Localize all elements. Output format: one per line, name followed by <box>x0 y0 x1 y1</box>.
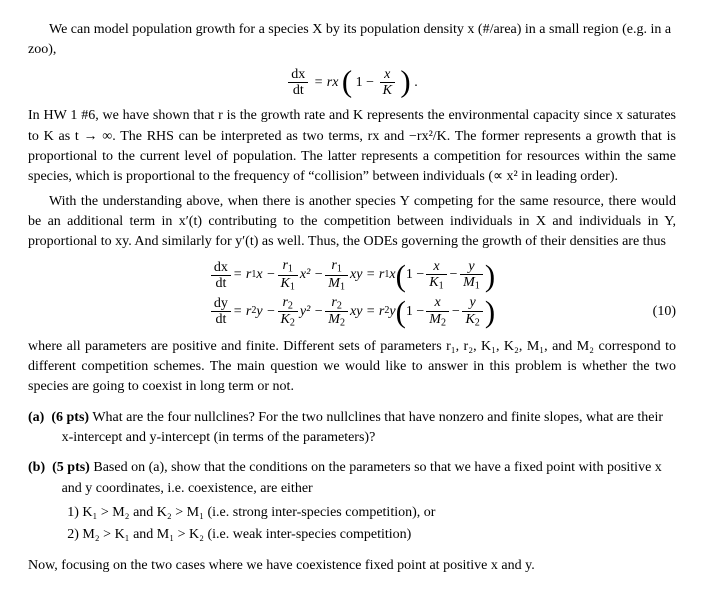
intro-paragraph-2: In HW 1 #6, we have shown that r is the … <box>28 106 676 187</box>
closing-line: Now, focusing on the two cases where we … <box>28 556 676 576</box>
intro-paragraph-1: We can model population growth for a spe… <box>28 20 676 61</box>
part-b-pts: (5 pts) <box>52 460 90 475</box>
sys1-c2bs: 1 <box>340 282 345 293</box>
sys1-f2bs: 1 <box>475 281 480 292</box>
eq1-K: K <box>380 83 395 98</box>
sys1-x: x − <box>256 265 275 285</box>
equation-system: dxdt = r1x − r1K1 x² − r1M1 xy = r1x ( 1… <box>28 258 676 328</box>
sys1-f2t: y <box>460 259 483 275</box>
sys1-xy: xy = r <box>350 265 384 285</box>
sys2-one: 1 − <box>406 302 424 322</box>
sys2-f1b: M <box>429 312 441 327</box>
sys2-f2b: K <box>465 312 474 327</box>
intro-paragraph-3: With the understanding above, when there… <box>28 192 676 253</box>
sys2-xsq: y² − <box>300 302 323 322</box>
eq1-dx: dx <box>288 67 308 83</box>
sys2-c1bs: 2 <box>290 318 295 329</box>
sys2-c2bs: 2 <box>340 318 345 329</box>
sys1-c2b: M <box>328 276 340 291</box>
sys2-x: y − <box>256 302 275 322</box>
sys2-dt: dt <box>211 312 231 327</box>
after-paragraph: where all parameters are positive and fi… <box>28 337 676 398</box>
eq1-period: . <box>414 75 418 90</box>
eq1-xtop: x <box>380 67 395 83</box>
sys1-dx: dx <box>211 260 231 276</box>
sys2-f1bs: 2 <box>441 317 446 328</box>
equation-logistic: dxdt = rx ( 1 − xK ) . <box>28 67 676 99</box>
part-a-text: What are the four nullclines? For the tw… <box>62 410 663 445</box>
sys1-xp: x <box>389 265 395 285</box>
sys2-xy: xy = r <box>350 302 384 322</box>
part-a-label: (a) <box>28 410 44 425</box>
sys1-f1bs: 1 <box>439 281 444 292</box>
sys1-c1ts: 1 <box>288 264 293 275</box>
sys1-f2b: M <box>463 275 475 290</box>
sys2-c2ts: 2 <box>337 300 342 311</box>
sys1-xsq: x² − <box>300 265 323 285</box>
sys2-c2b: M <box>328 312 340 327</box>
part-a-pts: (6 pts) <box>51 410 89 425</box>
sys1-c2ts: 1 <box>337 264 342 275</box>
part-b-option-1: 1) K₁ > M₂ and K₂ > M₁ (i.e. strong inte… <box>28 503 676 523</box>
sys1-min: − <box>449 265 458 285</box>
sys2-c1ts: 2 <box>288 300 293 311</box>
part-b: (b) (5 pts) Based on (a), show that the … <box>28 458 676 499</box>
equation-number: (10) <box>653 302 676 322</box>
part-b-text: Based on (a), show that the conditions o… <box>62 460 662 495</box>
sys1-f1t: x <box>426 259 446 275</box>
sys2-min: − <box>451 302 460 322</box>
sys2-c1b: K <box>281 312 290 327</box>
sys2-xp: y <box>389 302 395 322</box>
eq1-dt: dt <box>288 83 308 98</box>
sys2-eq: = r <box>233 302 251 322</box>
sys1-dt: dt <box>211 276 231 291</box>
sys1-one: 1 − <box>406 265 424 285</box>
eq1-rx: = rx <box>314 75 342 90</box>
sys1-f1b: K <box>429 275 438 290</box>
part-b-label: (b) <box>28 460 45 475</box>
sys2-dy: dy <box>211 296 231 312</box>
sys1-eq: = r <box>233 265 251 285</box>
sys1-c1bs: 1 <box>290 282 295 293</box>
eq1-one: 1 − <box>356 75 378 90</box>
part-b-option-2: 2) M₂ > K₁ and M₁ > K₂ (i.e. weak inter-… <box>28 525 676 545</box>
sys2-f1t: x <box>426 295 449 311</box>
part-a: (a) (6 pts) What are the four nullclines… <box>28 408 676 449</box>
sys1-c1b: K <box>281 276 290 291</box>
sys2-f2t: y <box>462 295 482 311</box>
sys2-f2bs: 2 <box>475 317 480 328</box>
